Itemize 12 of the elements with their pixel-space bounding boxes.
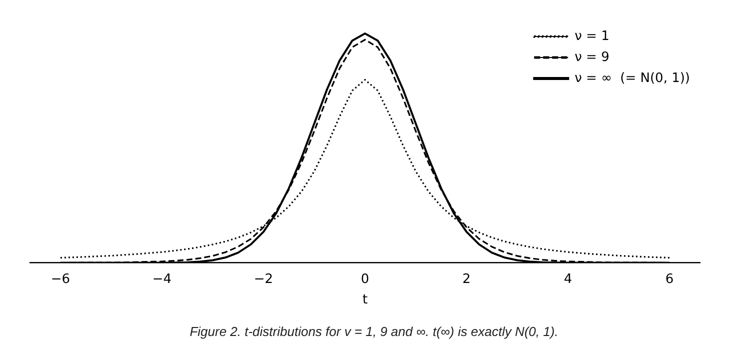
x-tick-label: 6 xyxy=(665,272,674,287)
x-tick-label: −6 xyxy=(50,272,70,287)
x-tick-label: 4 xyxy=(564,272,572,287)
x-tick-label: 0 xyxy=(360,272,370,287)
x-tick-label: −4 xyxy=(152,272,172,287)
caption: Figure 2. t-distributions for v = 1, 9 and ∞. t(∞) is exactly N(0, 1). xyxy=(188,324,560,339)
legend-label: ν = 1 xyxy=(574,28,610,44)
legend-label: ν = ∞ (= N(0, 1)) xyxy=(574,70,690,86)
x-axis-title: t xyxy=(362,292,368,308)
x-tick-label: 2 xyxy=(462,272,471,287)
legend-label: ν = 9 xyxy=(574,50,610,65)
x-tick-label: −2 xyxy=(254,272,274,287)
